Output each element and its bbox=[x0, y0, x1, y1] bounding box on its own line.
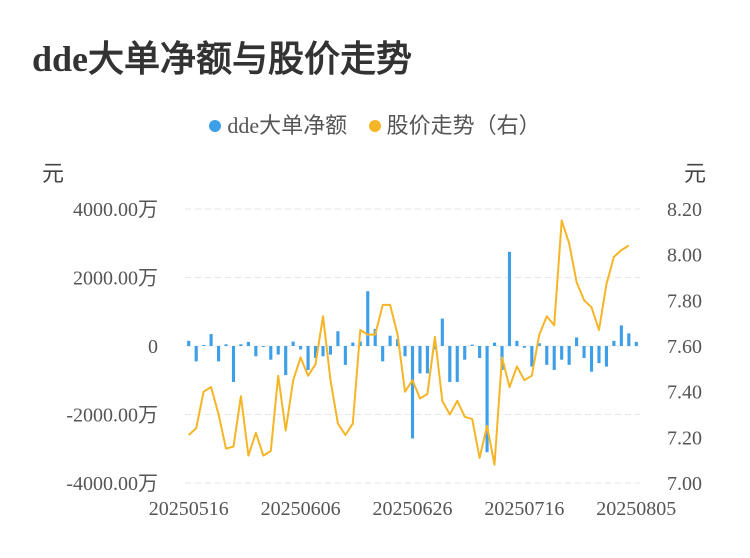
y-left-tick-label: -2000.00万 bbox=[66, 405, 158, 427]
bar-dde bbox=[597, 346, 601, 364]
bar-dde bbox=[351, 342, 355, 346]
y-left-tick-label: 4000.00万 bbox=[73, 199, 158, 221]
bar-dde bbox=[560, 346, 564, 360]
bar-dde bbox=[634, 341, 638, 346]
y-right-tick-label: 8.20 bbox=[667, 199, 702, 221]
bar-dde bbox=[582, 346, 586, 358]
bar-dde bbox=[425, 346, 429, 374]
bar-dde bbox=[291, 341, 295, 346]
bar-dde bbox=[276, 346, 280, 355]
y-right-tick-label: 7.00 bbox=[667, 473, 702, 495]
bar-dde bbox=[299, 346, 303, 350]
legend-dot-price bbox=[368, 119, 381, 132]
bar-dde bbox=[440, 318, 444, 346]
bar-dde bbox=[343, 346, 347, 365]
bar-dde bbox=[261, 346, 265, 347]
bar-dde bbox=[522, 346, 526, 348]
y-right-tick-label: 7.80 bbox=[667, 290, 702, 312]
bar-dde bbox=[396, 339, 400, 346]
bar-dde bbox=[373, 328, 377, 346]
y-right-tick-label: 8.00 bbox=[667, 245, 702, 267]
bar-dde bbox=[545, 346, 549, 365]
bar-dde bbox=[231, 346, 236, 382]
bar-dde bbox=[485, 346, 489, 453]
bar-dde bbox=[313, 346, 318, 358]
left-axis-unit: 元 bbox=[42, 161, 65, 186]
bar-dde bbox=[463, 346, 467, 360]
legend-label-price: 股价走势（右） bbox=[386, 113, 541, 138]
bar-dde bbox=[328, 346, 333, 355]
bar-dde bbox=[403, 346, 407, 357]
y-right-tick-label: 7.20 bbox=[667, 427, 702, 449]
bar-dde bbox=[619, 325, 623, 346]
x-tick-label: 20250716 bbox=[484, 498, 564, 520]
chart-title: dde大单净额与股价走势 bbox=[32, 39, 413, 79]
bar-dde bbox=[321, 346, 325, 357]
bar-dde bbox=[358, 341, 362, 346]
bar-dde bbox=[336, 331, 340, 346]
bar-dde bbox=[448, 346, 452, 382]
bar-dde bbox=[194, 346, 198, 362]
y-left-tick-label: -4000.00万 bbox=[66, 473, 158, 495]
legend-item-price[interactable]: 股价走势（右） bbox=[368, 108, 541, 140]
bar-dde bbox=[552, 346, 556, 370]
bar-dde bbox=[187, 340, 191, 346]
bar-dde bbox=[269, 346, 273, 360]
bar-dde bbox=[604, 346, 609, 367]
bar-dde bbox=[589, 346, 594, 372]
right-axis-unit: 元 bbox=[684, 161, 707, 186]
legend-label-dde: dde大单净额 bbox=[227, 113, 348, 138]
bar-dde bbox=[478, 346, 482, 358]
bar-dde bbox=[567, 346, 571, 365]
y-right-tick-label: 7.60 bbox=[667, 336, 702, 358]
y-left-tick-label: 0 bbox=[148, 336, 158, 358]
bar-dde bbox=[239, 344, 243, 346]
x-tick-label: 20250516 bbox=[149, 498, 229, 520]
legend-dot-dde bbox=[209, 119, 222, 132]
y-left-tick-label: 2000.00万 bbox=[73, 268, 158, 290]
bar-dde bbox=[224, 344, 228, 346]
bar-dde bbox=[410, 346, 415, 439]
bar-dde bbox=[455, 346, 459, 382]
bar-dde bbox=[530, 346, 534, 367]
bar-dde bbox=[418, 346, 422, 374]
bar-dde bbox=[515, 340, 519, 346]
x-tick-label: 20250805 bbox=[596, 498, 676, 520]
bar-dde bbox=[246, 341, 250, 346]
y-right-tick-label: 7.40 bbox=[667, 382, 702, 404]
bar-dde bbox=[627, 333, 631, 346]
bar-dde bbox=[612, 340, 616, 346]
bar-dde bbox=[492, 342, 497, 346]
bar-dde bbox=[507, 251, 512, 346]
bar-dde bbox=[537, 343, 541, 346]
x-tick-label: 20250626 bbox=[373, 498, 453, 520]
bar-dde bbox=[366, 291, 370, 346]
bar-dde bbox=[284, 346, 288, 376]
legend-item-dde[interactable]: dde大单净额 bbox=[209, 108, 347, 140]
bar-dde bbox=[254, 346, 258, 357]
bar-dde bbox=[388, 335, 392, 346]
bar-dde bbox=[209, 334, 213, 346]
bar-dde bbox=[470, 344, 474, 346]
price-line bbox=[188, 219, 630, 466]
bar-dde bbox=[202, 344, 206, 346]
bar-dde bbox=[216, 346, 221, 362]
x-tick-label: 20250606 bbox=[261, 498, 341, 520]
bar-dde bbox=[433, 346, 437, 350]
bar-dde bbox=[306, 346, 310, 370]
bar-dde bbox=[381, 346, 385, 362]
bar-dde bbox=[575, 337, 579, 346]
legend: dde大单净额 股价走势（右） bbox=[0, 108, 750, 140]
